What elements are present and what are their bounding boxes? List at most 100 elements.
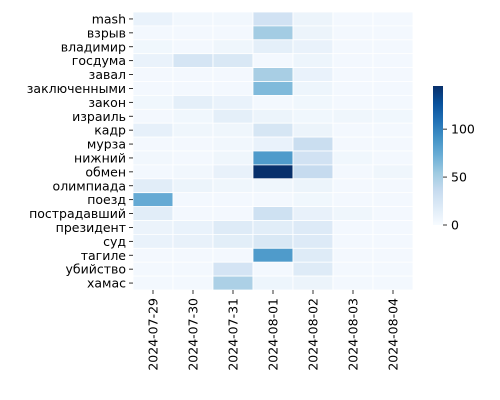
heatmap-cell (172, 53, 214, 69)
heatmap-cell (172, 108, 214, 124)
heatmap-cell (132, 136, 174, 152)
heatmap-cell (132, 247, 174, 263)
heatmap-cell (212, 81, 254, 96)
heatmap-cell (372, 233, 414, 249)
heatmap-cell (332, 206, 374, 221)
heatmap-cell (132, 150, 174, 166)
heatmap-cell (372, 11, 414, 27)
heatmap-cell (172, 275, 214, 291)
heatmap-cell (252, 122, 294, 138)
heatmap-cell (212, 11, 254, 27)
heatmap-cell (292, 122, 334, 138)
heatmap-cell (372, 261, 414, 277)
heatmap-cell (212, 95, 254, 110)
heatmap-cell (332, 25, 374, 41)
heatmap-cell (212, 247, 254, 263)
heatmap-cell (212, 261, 254, 277)
heatmap-cell (252, 136, 294, 152)
y-tick-label: обмен (85, 164, 126, 179)
heatmap-cell (252, 233, 294, 249)
heatmap-cell (372, 164, 414, 180)
heatmap-cell (372, 247, 414, 263)
y-tick-label: убийство (65, 262, 126, 277)
heatmap-cell (292, 206, 334, 221)
y-tick-label: завал (89, 67, 126, 82)
heatmap-cell (332, 178, 374, 194)
heatmap-cell (292, 233, 334, 249)
heatmap-cell (252, 150, 294, 166)
colorbar-tick-label: 50 (451, 170, 467, 185)
heatmap-cell (212, 164, 254, 180)
heatmap-cell (172, 136, 214, 152)
heatmap-cell (372, 206, 414, 221)
heatmap-cell (212, 192, 254, 207)
heatmap-cell (372, 192, 414, 207)
heatmap-cell (372, 81, 414, 96)
heatmap-cell (172, 192, 214, 207)
heatmap-cell (172, 122, 214, 138)
colorbar-tick-label: 0 (451, 218, 459, 233)
heatmap-cell (132, 122, 174, 138)
heatmap-cell (212, 25, 254, 41)
heatmap-cell (332, 247, 374, 263)
heatmap-cell (132, 233, 174, 249)
x-tick-labels: 2024-07-29 2024-07-30 2024-07-31 2024-08-01… (146, 290, 401, 371)
heatmap-cell (372, 39, 414, 55)
y-tick-label: президент (56, 220, 126, 235)
heatmap-cell (332, 233, 374, 249)
heatmap-cell (292, 81, 334, 96)
y-tick-label: тагиле (81, 248, 127, 263)
heatmap-cell (172, 261, 214, 277)
heatmap-cell (292, 39, 334, 55)
y-tick-label: госдума (72, 53, 126, 68)
heatmap-cell (172, 95, 214, 110)
heatmap-cell (172, 233, 214, 249)
heatmap-cell (132, 81, 174, 96)
heatmap-cell (372, 95, 414, 110)
y-tick-label: хамас (87, 276, 126, 291)
y-tick-label: нижний (74, 150, 126, 165)
heatmap-cell (292, 108, 334, 124)
y-tick-label: олимпиада (53, 178, 126, 193)
heatmap-cell (332, 53, 374, 69)
heatmap-cell (132, 108, 174, 124)
heatmap-cell (372, 108, 414, 124)
heatmap-cell (172, 25, 214, 41)
y-tick-label: пострадавший (29, 206, 126, 221)
heatmap-cell (212, 53, 254, 69)
heatmap-cell (332, 39, 374, 55)
heatmap-cell (212, 108, 254, 124)
heatmap-cell (252, 25, 294, 41)
heatmap-cell (132, 67, 174, 82)
heatmap-cell (292, 247, 334, 263)
y-tick-label: поезд (87, 192, 126, 207)
heatmap-cell (172, 220, 214, 235)
heatmap-cell (292, 136, 334, 152)
y-tick-label: мурза (87, 137, 126, 152)
heatmap-cell (132, 39, 174, 55)
heatmap-cell (252, 178, 294, 194)
y-tick-label: владимир (61, 39, 126, 54)
heatmap-cell (252, 81, 294, 96)
heatmap-cell (252, 192, 294, 207)
heatmap-cell (292, 261, 334, 277)
heatmap-cells (132, 11, 414, 291)
x-tick-label: 2024-07-29 (146, 298, 161, 371)
heatmap-cell (212, 220, 254, 235)
heatmap-cell (252, 95, 294, 110)
heatmap-cell (332, 164, 374, 180)
heatmap-cell (132, 11, 174, 27)
heatmap-cell (212, 122, 254, 138)
heatmap-cell (132, 178, 174, 194)
heatmap-cell (292, 192, 334, 207)
heatmap-cell (292, 220, 334, 235)
heatmap-cell (172, 178, 214, 194)
heatmap-cell (292, 25, 334, 41)
heatmap-cell (292, 150, 334, 166)
heatmap-cell (172, 39, 214, 55)
heatmap-cell (132, 164, 174, 180)
heatmap-cell (332, 67, 374, 82)
heatmap-cell (132, 275, 174, 291)
heatmap-cell (372, 53, 414, 69)
heatmap-cell (252, 247, 294, 263)
